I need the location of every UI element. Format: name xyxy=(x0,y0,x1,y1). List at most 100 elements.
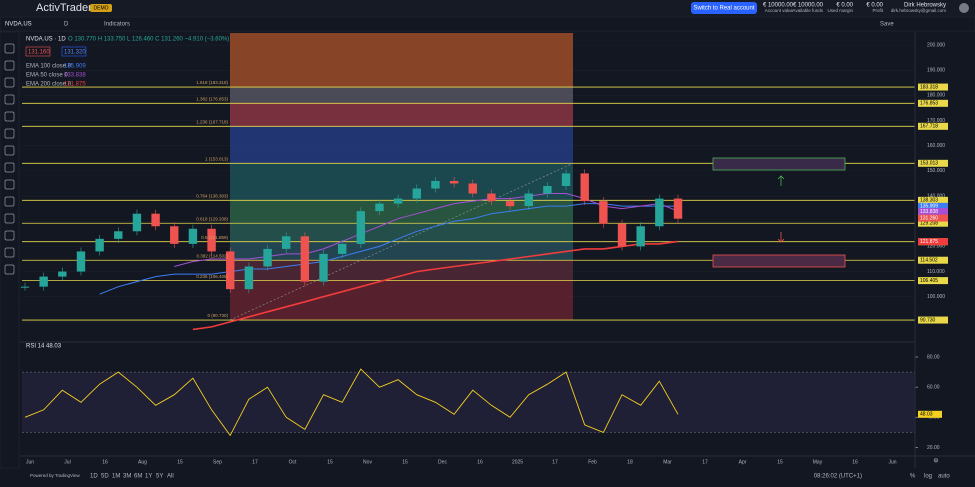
candle-body xyxy=(412,188,421,199)
range-button[interactable]: 5Y xyxy=(156,474,163,480)
range-button[interactable]: 1D xyxy=(90,474,98,480)
candle-body xyxy=(244,266,254,290)
fib-badge: 167.718 xyxy=(920,124,938,130)
rsi-title: RSI 14 48.03 xyxy=(26,344,62,350)
fib-badge: 90.730 xyxy=(920,317,936,323)
tool-icon[interactable] xyxy=(4,213,15,224)
stat-value: € 10000.00 xyxy=(763,3,794,9)
tool-icon[interactable] xyxy=(4,145,15,156)
x-tick-label: 15 xyxy=(402,459,408,465)
x-tick-label: 18 xyxy=(627,459,633,465)
candle-body xyxy=(95,238,104,252)
range-button[interactable]: All xyxy=(167,474,174,480)
fib-badge: 176.853 xyxy=(920,101,938,107)
tool-icon[interactable] xyxy=(4,230,15,241)
x-tick-label: 17 xyxy=(252,459,258,465)
fib-badge-bg xyxy=(918,256,948,264)
arrow-up xyxy=(777,175,785,186)
candle-body xyxy=(114,231,123,239)
tool-icon[interactable] xyxy=(4,264,15,275)
fib-badge: 153.013 xyxy=(920,161,938,167)
email: dirk.hebrowsky@gmail.com xyxy=(891,8,946,13)
avatar[interactable] xyxy=(959,3,969,13)
x-tick-label: 15 xyxy=(777,459,783,465)
fib-badge-bg xyxy=(918,196,948,204)
logo: ActivTrader xyxy=(36,2,92,14)
range-button[interactable]: 3M xyxy=(123,474,131,480)
indicators[interactable]: Indicators xyxy=(104,22,130,28)
fib-zone xyxy=(230,223,573,242)
fib-label: 0.382 (114.502) xyxy=(197,253,229,258)
ema-name: EMA 50 close 0 xyxy=(26,73,68,79)
cta-bg[interactable] xyxy=(691,2,757,14)
candle-body xyxy=(505,201,515,207)
range-button[interactable]: 1M xyxy=(112,474,120,480)
fib-badge-bg xyxy=(918,316,948,324)
rsi-tick-label: 80.00 xyxy=(927,354,940,360)
candle-body xyxy=(655,198,664,227)
stat-label: Used margin xyxy=(827,8,853,13)
y-tick-label: 200.000 xyxy=(927,42,945,48)
fib-trend xyxy=(229,163,574,321)
candle-body xyxy=(449,180,459,184)
x-tick-label: 17 xyxy=(702,459,708,465)
fib-zone xyxy=(230,103,573,127)
gear[interactable]: ⚙ xyxy=(933,458,938,465)
candle-body xyxy=(20,286,30,288)
tool-icon[interactable] xyxy=(4,43,15,54)
price-badge-bg xyxy=(918,202,948,210)
x-tick-label: 15 xyxy=(327,459,333,465)
candle-body xyxy=(207,228,216,252)
legend-symbol: NVDA.US · 1D xyxy=(26,37,66,43)
ask[interactable]: 131.320 xyxy=(64,50,86,56)
interval[interactable]: D xyxy=(64,22,69,28)
clock: 08:26:02 (UTC+1) xyxy=(814,474,862,480)
ema-value: 133.838 xyxy=(64,73,86,79)
tool-icon[interactable] xyxy=(4,128,15,139)
rsi-tick-label: 20.00 xyxy=(927,445,940,451)
fib-zone xyxy=(230,87,573,104)
fib-label: 1.618 (183.318) xyxy=(196,80,228,85)
scale-option[interactable]: log xyxy=(924,474,932,480)
x-tick-label: Feb xyxy=(588,459,597,465)
tool-icon[interactable] xyxy=(4,94,15,105)
range-button[interactable]: 6M xyxy=(134,474,142,480)
range-button[interactable]: 5D xyxy=(101,474,109,480)
x-tick-label: May xyxy=(813,459,823,465)
powered: Powered by TradingView xyxy=(30,473,80,478)
rsi-line xyxy=(24,368,679,437)
bid-box[interactable] xyxy=(25,46,51,57)
scale-option[interactable]: % xyxy=(910,474,916,480)
tool-icon[interactable] xyxy=(4,77,15,88)
user[interactable]: Dirk Hebrowsky xyxy=(904,3,946,9)
x-tick-label: 15 xyxy=(177,459,183,465)
tool-icon[interactable] xyxy=(4,179,15,190)
x-tick-label: Aug xyxy=(138,459,147,465)
tool-icon[interactable] xyxy=(4,196,15,207)
fib-badge: 138.303 xyxy=(920,198,938,204)
tool-icon[interactable] xyxy=(4,162,15,173)
tool-icon[interactable] xyxy=(4,60,15,71)
fib-badge: 114.502 xyxy=(920,258,938,264)
scale-option[interactable]: auto xyxy=(938,474,950,480)
candle-body xyxy=(375,203,384,212)
toolbar xyxy=(0,16,975,32)
candle-body xyxy=(356,211,366,244)
bid[interactable]: 131.160 xyxy=(28,50,50,56)
range-button[interactable]: 1Y xyxy=(145,474,152,480)
ask-box[interactable] xyxy=(61,46,87,57)
fib-label: 1.236 (167.718) xyxy=(196,120,228,125)
candle-body xyxy=(170,226,179,244)
fib-zone xyxy=(230,200,573,224)
tool-icon[interactable] xyxy=(4,111,15,122)
badge: DEMO xyxy=(94,5,109,11)
price-badge: 121.875 xyxy=(920,239,938,245)
x-tick-label: Oct xyxy=(289,459,297,465)
save[interactable]: Save xyxy=(880,22,894,28)
target-box xyxy=(712,157,846,171)
tool-icon[interactable] xyxy=(4,247,15,258)
symbol[interactable]: NVDA.US xyxy=(5,22,32,28)
cta[interactable]: Switch to Real account xyxy=(693,6,754,12)
candle-body xyxy=(487,193,496,202)
